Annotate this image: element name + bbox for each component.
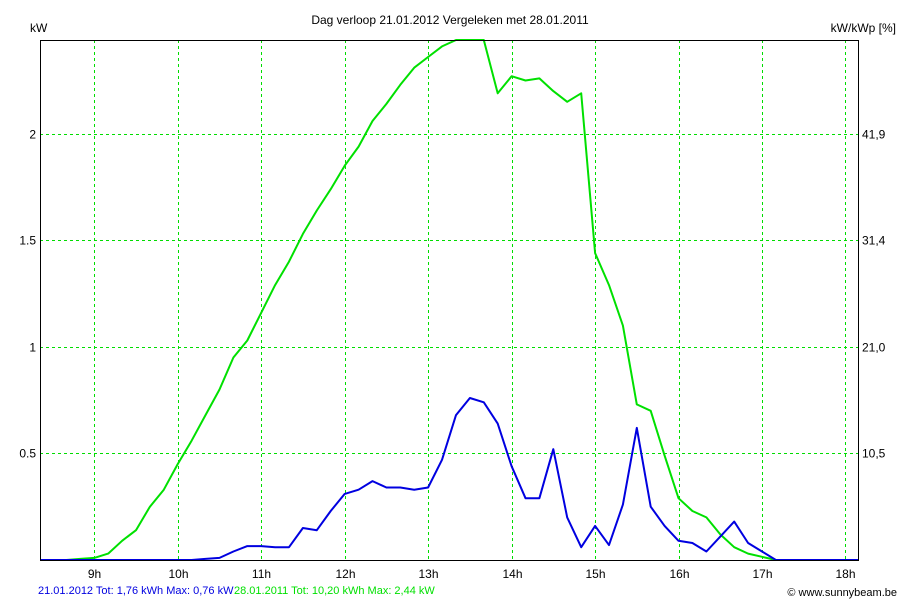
y-tick-label: 1.5 xyxy=(19,234,36,248)
copyright: © www.sunnybeam.be xyxy=(787,587,897,599)
tick-labels: 9h 10h 11h 12h 13h 14h 15h 16h 17h 18h 0.5 10,5 1 21,… xyxy=(19,128,885,582)
y2-axis-label: kW/kWp [%] xyxy=(831,21,896,35)
x-tick-label: 18h xyxy=(835,567,855,581)
series-line-28-01-2011 xyxy=(40,39,858,561)
y-tick-label: 2 xyxy=(29,128,36,142)
legend-s1: 21.01.2012 Tot: 1,76 kWh Max: 0,76 kW xyxy=(38,585,234,597)
x-tick-label: 13h xyxy=(418,567,438,581)
y-axis-label: kW xyxy=(30,21,48,35)
y2-tick-label: 10,5 xyxy=(862,447,886,461)
legend-s2: 28.01.2011 Tot: 10,20 kWh Max: 2,44 kW xyxy=(234,585,435,597)
x-tick-label: 16h xyxy=(669,567,689,581)
x-tick-label: 9h xyxy=(88,567,101,581)
grid xyxy=(40,40,858,560)
x-tick-label: 10h xyxy=(168,567,188,581)
chart-title: Dag verloop 21.01.2012 Vergeleken met 28… xyxy=(311,13,589,27)
y-tick-label: 0.5 xyxy=(19,447,36,461)
x-tick-label: 14h xyxy=(502,567,522,581)
x-tick-label: 15h xyxy=(585,567,605,581)
x-tick-label: 11h xyxy=(252,567,271,581)
x-tick-label: 12h xyxy=(335,567,355,581)
y2-tick-label: 21,0 xyxy=(862,341,886,355)
y2-tick-label: 41,9 xyxy=(862,128,886,142)
series-lines xyxy=(40,39,858,561)
series-line-21-01-2012 xyxy=(40,397,858,561)
x-tick-label: 17h xyxy=(752,567,772,581)
y-tick-label: 1 xyxy=(29,341,36,355)
y2-tick-label: 31,4 xyxy=(862,234,886,248)
plot-border xyxy=(40,40,859,561)
